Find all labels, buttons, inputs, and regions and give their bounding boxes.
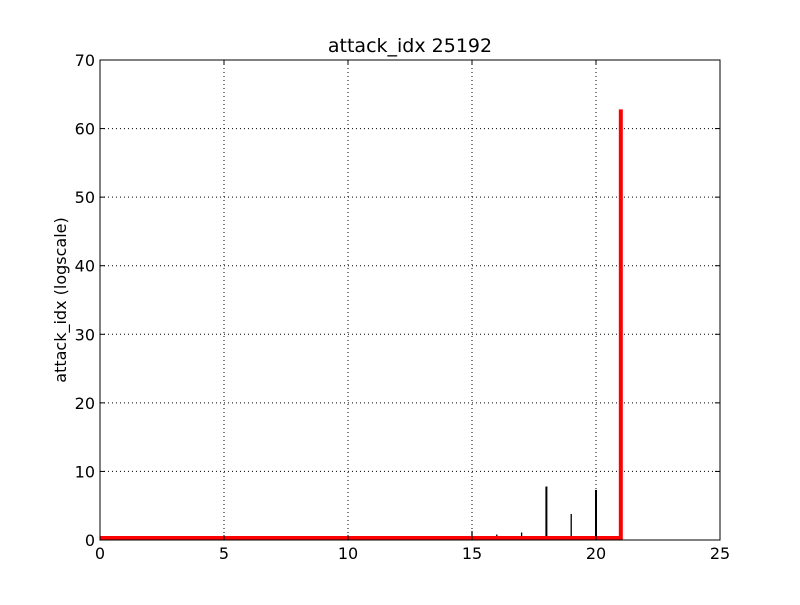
- x-tick-label: 20: [586, 544, 606, 563]
- y-tick-label: 60: [75, 120, 95, 139]
- y-tick-label: 50: [75, 188, 95, 207]
- x-tick-label: 10: [338, 544, 358, 563]
- y-tick-label: 70: [75, 51, 95, 70]
- x-tick-label: 25: [710, 544, 730, 563]
- y-axis-label: attack_idx (logscale): [51, 217, 71, 382]
- plot-frame: [99, 59, 721, 541]
- grid: [100, 60, 720, 540]
- x-tick-label: 5: [219, 544, 229, 563]
- red-series-line: [100, 109, 623, 540]
- y-tick-label: 20: [75, 394, 95, 413]
- x-tick-label: 0: [95, 544, 105, 563]
- y-tick-label: 40: [75, 257, 95, 276]
- y-tick-label: 30: [75, 325, 95, 344]
- ticks: 0 5 10 15 20 25 0 10 20 30 40 50 60 70: [75, 51, 731, 563]
- y-tick-label: 0: [85, 531, 95, 550]
- chart-title: attack_idx 25192: [328, 35, 492, 57]
- y-tick-label: 10: [75, 462, 95, 481]
- x-tick-label: 15: [462, 544, 482, 563]
- plot-series: [100, 109, 623, 540]
